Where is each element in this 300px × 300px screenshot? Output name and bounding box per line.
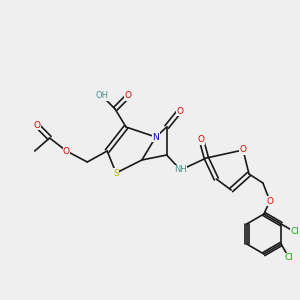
Text: O: O — [198, 136, 205, 145]
Text: O: O — [124, 92, 131, 100]
Text: S: S — [113, 169, 119, 178]
Text: NH: NH — [174, 166, 187, 175]
Text: O: O — [63, 146, 70, 155]
Text: O: O — [266, 196, 273, 206]
Text: Cl: Cl — [285, 254, 293, 262]
Text: Cl: Cl — [290, 227, 299, 236]
Text: O: O — [240, 146, 247, 154]
Text: OH: OH — [96, 92, 109, 100]
Text: O: O — [33, 121, 40, 130]
Text: O: O — [176, 106, 183, 116]
Text: N: N — [152, 133, 159, 142]
